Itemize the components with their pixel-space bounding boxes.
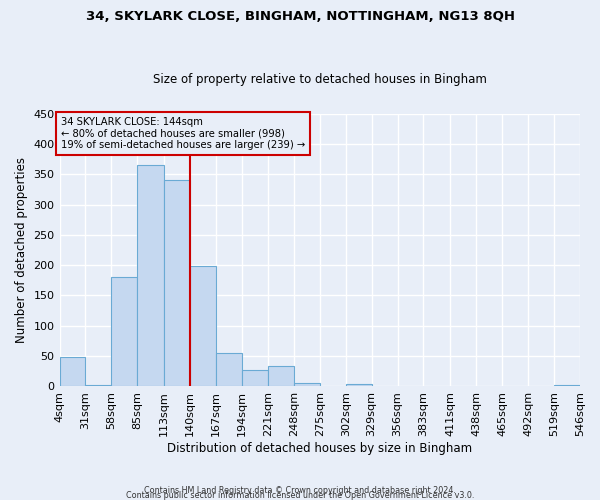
Bar xyxy=(112,278,137,386)
Bar xyxy=(164,180,190,386)
Bar xyxy=(268,366,294,386)
Text: Contains HM Land Registry data © Crown copyright and database right 2024.: Contains HM Land Registry data © Crown c… xyxy=(144,486,456,495)
Bar xyxy=(346,384,371,386)
Text: Contains public sector information licensed under the Open Government Licence v3: Contains public sector information licen… xyxy=(126,491,474,500)
Bar xyxy=(294,383,320,386)
Bar xyxy=(190,266,216,386)
Bar xyxy=(554,385,580,386)
Title: Size of property relative to detached houses in Bingham: Size of property relative to detached ho… xyxy=(153,73,487,86)
Y-axis label: Number of detached properties: Number of detached properties xyxy=(15,157,28,343)
Bar xyxy=(242,370,268,386)
Bar xyxy=(216,353,242,386)
Bar xyxy=(59,358,85,386)
Text: 34, SKYLARK CLOSE, BINGHAM, NOTTINGHAM, NG13 8QH: 34, SKYLARK CLOSE, BINGHAM, NOTTINGHAM, … xyxy=(86,10,515,23)
Bar xyxy=(85,385,112,386)
Text: 34 SKYLARK CLOSE: 144sqm
← 80% of detached houses are smaller (998)
19% of semi-: 34 SKYLARK CLOSE: 144sqm ← 80% of detach… xyxy=(61,116,305,150)
Bar xyxy=(137,165,164,386)
X-axis label: Distribution of detached houses by size in Bingham: Distribution of detached houses by size … xyxy=(167,442,472,455)
